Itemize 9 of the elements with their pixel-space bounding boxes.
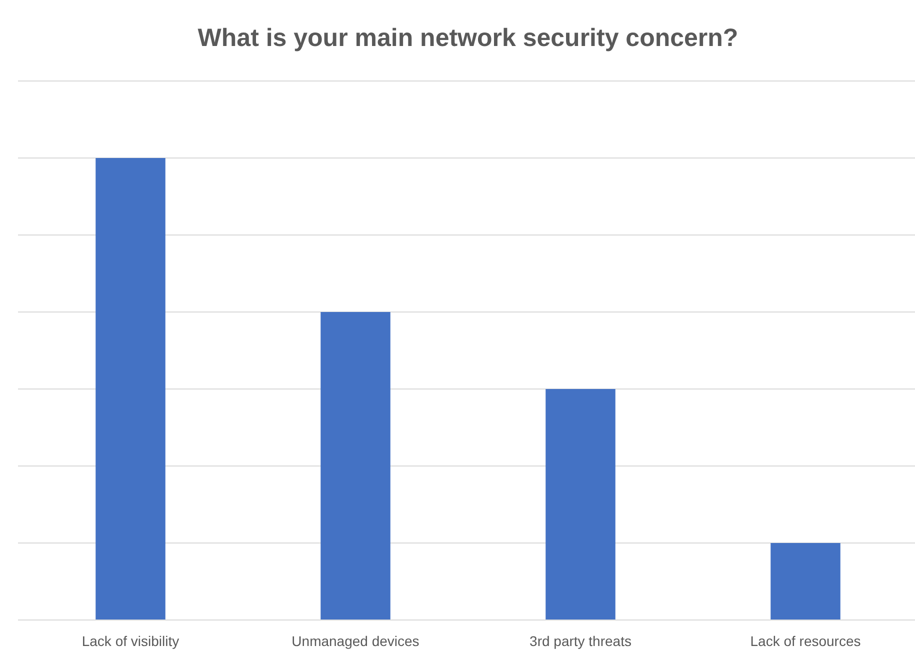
bar xyxy=(546,389,616,620)
bar xyxy=(320,312,390,620)
x-tick-label: Lack of resources xyxy=(750,633,861,649)
bar xyxy=(770,542,840,620)
bar xyxy=(96,158,166,620)
chart-title: What is your main network security concern? xyxy=(198,24,738,52)
x-tick-label: Lack of visibility xyxy=(82,633,180,649)
x-tick-label: Unmanaged devices xyxy=(292,633,420,649)
x-tick-label: 3rd party threats xyxy=(530,633,632,649)
